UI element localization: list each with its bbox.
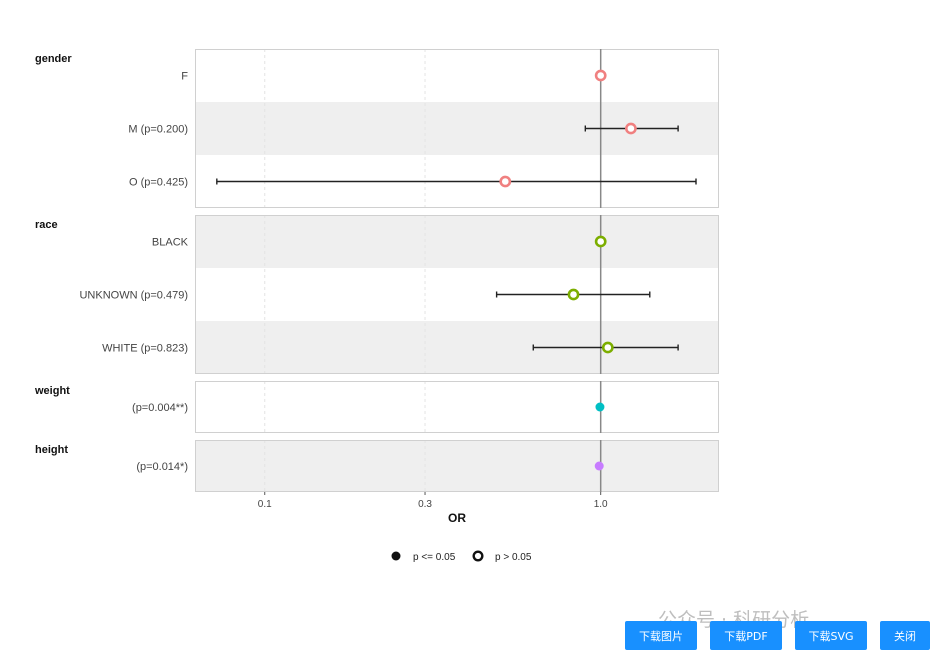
button-bar: 下载图片 下载PDF 下载SVG 关闭 [0, 621, 943, 651]
row-label: (p=0.014*) [136, 461, 188, 473]
row-label: (p=0.004**) [132, 402, 188, 414]
point-estimate [499, 175, 512, 188]
row-label: F [181, 71, 188, 83]
group-label: height [35, 444, 68, 456]
point-estimate [594, 235, 607, 248]
x-tick-label: 1.0 [594, 499, 608, 510]
panel-background [195, 381, 719, 433]
row-label: M (p=0.200) [128, 124, 188, 136]
x-tick-label: 0.3 [418, 499, 432, 510]
row-label: BLACK [152, 237, 189, 249]
point-estimate [594, 461, 604, 471]
point-estimate [567, 288, 580, 301]
panel-border [195, 381, 719, 433]
legend-label: p <= 0.05 [413, 552, 456, 563]
group-label: weight [34, 385, 70, 397]
panel-border [195, 440, 719, 492]
row-stripe [195, 215, 719, 268]
row-label: O (p=0.425) [129, 177, 188, 189]
download-svg-button[interactable]: 下载SVG [795, 621, 867, 650]
legend-open-circle-icon [472, 550, 484, 562]
x-tick-label: 0.1 [258, 499, 272, 510]
row-label: WHITE (p=0.823) [102, 343, 188, 355]
point-estimate [594, 69, 607, 82]
close-button[interactable]: 关闭 [880, 621, 930, 650]
download-pdf-button[interactable]: 下载PDF [710, 621, 782, 650]
point-estimate [601, 341, 614, 354]
point-estimate [624, 122, 637, 135]
panel-border [195, 49, 719, 208]
group-label: gender [35, 53, 72, 65]
download-image-button[interactable]: 下载图片 [625, 621, 697, 650]
forest-plot: gender F M (p=0.200) O (p=0.425) race BLACK UN… [34, 49, 719, 563]
legend-filled-circle-icon [391, 551, 401, 561]
panel-border [195, 215, 719, 374]
point-estimate [595, 402, 605, 412]
group-label: race [35, 219, 58, 231]
legend-label: p > 0.05 [495, 552, 532, 563]
row-stripe [195, 440, 719, 492]
row-label: UNKNOWN (p=0.479) [79, 290, 188, 302]
x-axis-title: OR [448, 511, 466, 525]
